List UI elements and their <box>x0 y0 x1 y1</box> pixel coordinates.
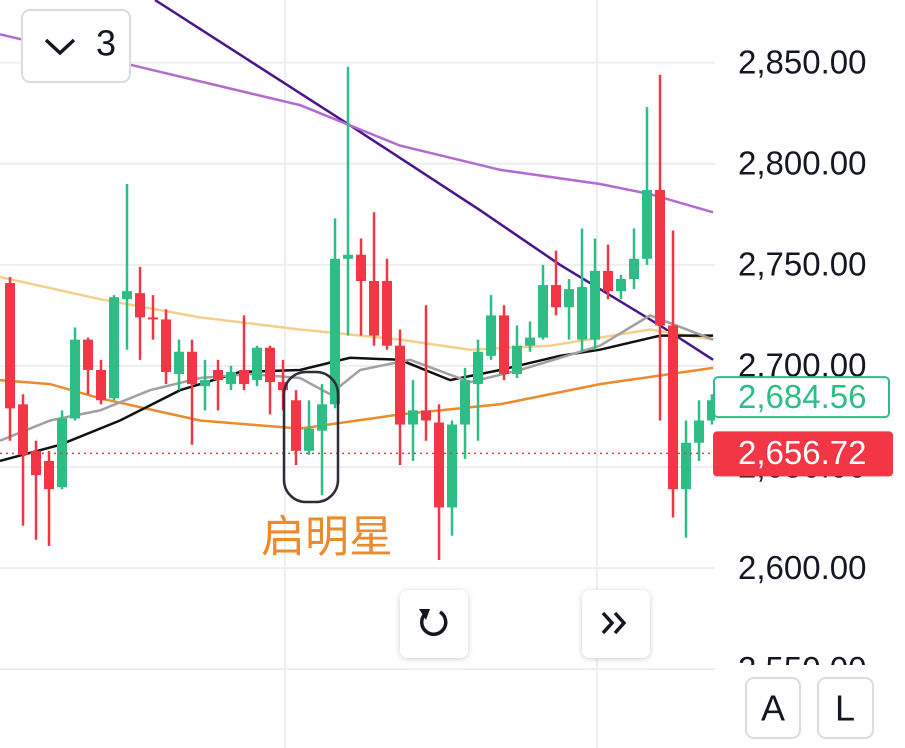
candle-body <box>239 369 250 385</box>
candle-body <box>265 347 276 383</box>
candle-body <box>707 400 715 421</box>
candle-body <box>603 270 614 292</box>
price-label: 2,656.72 <box>738 434 866 471</box>
y-tick-label: 2,750.00 <box>738 246 866 283</box>
candle-body <box>421 410 432 421</box>
candle-body <box>187 351 198 385</box>
candle-body <box>31 450 42 476</box>
candle-body <box>408 410 419 425</box>
button-frame[interactable] <box>745 677 801 739</box>
candle-body <box>499 315 510 374</box>
moving-average <box>0 366 714 430</box>
candle-body <box>330 258 341 405</box>
candle-body <box>395 345 406 425</box>
candle-body <box>356 254 367 282</box>
candle-body <box>5 283 16 409</box>
candle-body <box>135 293 146 318</box>
candle-body <box>213 369 224 381</box>
y-tick-label: 2,550.00 <box>738 650 866 687</box>
moving-average <box>154 0 714 361</box>
scroll-icon <box>601 611 627 635</box>
candle-body <box>590 270 601 340</box>
button-frame[interactable] <box>817 677 874 739</box>
chevron-icon <box>44 38 76 56</box>
candle-body <box>655 190 666 326</box>
overlay: 启明星 <box>261 370 393 562</box>
candle-body <box>343 254 354 259</box>
candle-body <box>57 418 68 488</box>
candle-body <box>486 315 497 356</box>
y-tick-label: 2,600.00 <box>738 549 866 586</box>
scale-button[interactable]: L <box>817 677 874 739</box>
reset-arrow <box>419 609 430 620</box>
candle-body <box>109 297 120 399</box>
candle-body <box>642 190 653 259</box>
reset-icon <box>420 610 448 636</box>
scroll-button[interactable] <box>582 590 650 658</box>
candle-body <box>616 278 627 292</box>
candle-body <box>447 424 458 508</box>
y-tick-label: 2,800.00 <box>738 144 866 181</box>
y-tick-label: 2,850.00 <box>738 43 866 80</box>
candle-body <box>44 460 55 490</box>
candle-body <box>681 442 692 490</box>
candle-body <box>122 291 133 300</box>
annotation: 启明星 <box>261 513 393 562</box>
button-frame[interactable] <box>582 590 650 658</box>
candle-body <box>577 287 588 340</box>
candle-body <box>434 422 445 508</box>
candle-body <box>525 337 536 346</box>
button-label[interactable]: L <box>835 688 855 729</box>
candle-body <box>473 351 484 385</box>
candle-body <box>252 347 263 381</box>
candle-body <box>382 281 393 346</box>
candle-body <box>70 339 81 419</box>
candle-body <box>538 285 549 338</box>
candle-body <box>291 400 302 451</box>
scale-button[interactable]: A <box>745 677 801 739</box>
button-label[interactable]: 3 <box>96 23 116 64</box>
price-box <box>713 431 893 477</box>
candle-body <box>460 380 471 425</box>
candle-body <box>18 404 29 455</box>
candles <box>0 66 715 560</box>
candle-body <box>694 420 705 443</box>
candle-body <box>96 369 107 401</box>
candle-body <box>551 285 562 308</box>
candle-body <box>629 258 640 279</box>
candle-body <box>369 281 380 336</box>
price-labels: 2,684.56 2,656.72 <box>713 376 893 477</box>
grid <box>0 0 715 748</box>
button-frame[interactable] <box>400 590 468 658</box>
price-box <box>713 376 890 419</box>
candle-body <box>564 289 575 308</box>
candle-body <box>304 428 315 451</box>
candle-body <box>668 325 679 490</box>
candle-body <box>161 319 172 372</box>
candle-body <box>317 404 328 431</box>
candle-body <box>148 317 159 320</box>
candle-body <box>512 345 523 374</box>
reset-button[interactable] <box>400 590 468 658</box>
y-axis: 2,550.002,600.002,650.002,700.002,750.00… <box>738 43 866 687</box>
pattern-highlight <box>282 370 340 504</box>
moving-average <box>0 33 714 214</box>
price-label: 2,684.56 <box>738 378 866 415</box>
candle-body <box>200 380 211 387</box>
candle-body <box>83 339 94 370</box>
collapse-button[interactable]: 3 <box>21 9 131 83</box>
candle-body <box>226 371 237 385</box>
button-frame[interactable] <box>21 9 131 83</box>
moving-average <box>0 334 714 463</box>
candle-body <box>174 351 185 374</box>
candle-body <box>278 382 289 391</box>
button-label[interactable]: A <box>761 688 785 729</box>
